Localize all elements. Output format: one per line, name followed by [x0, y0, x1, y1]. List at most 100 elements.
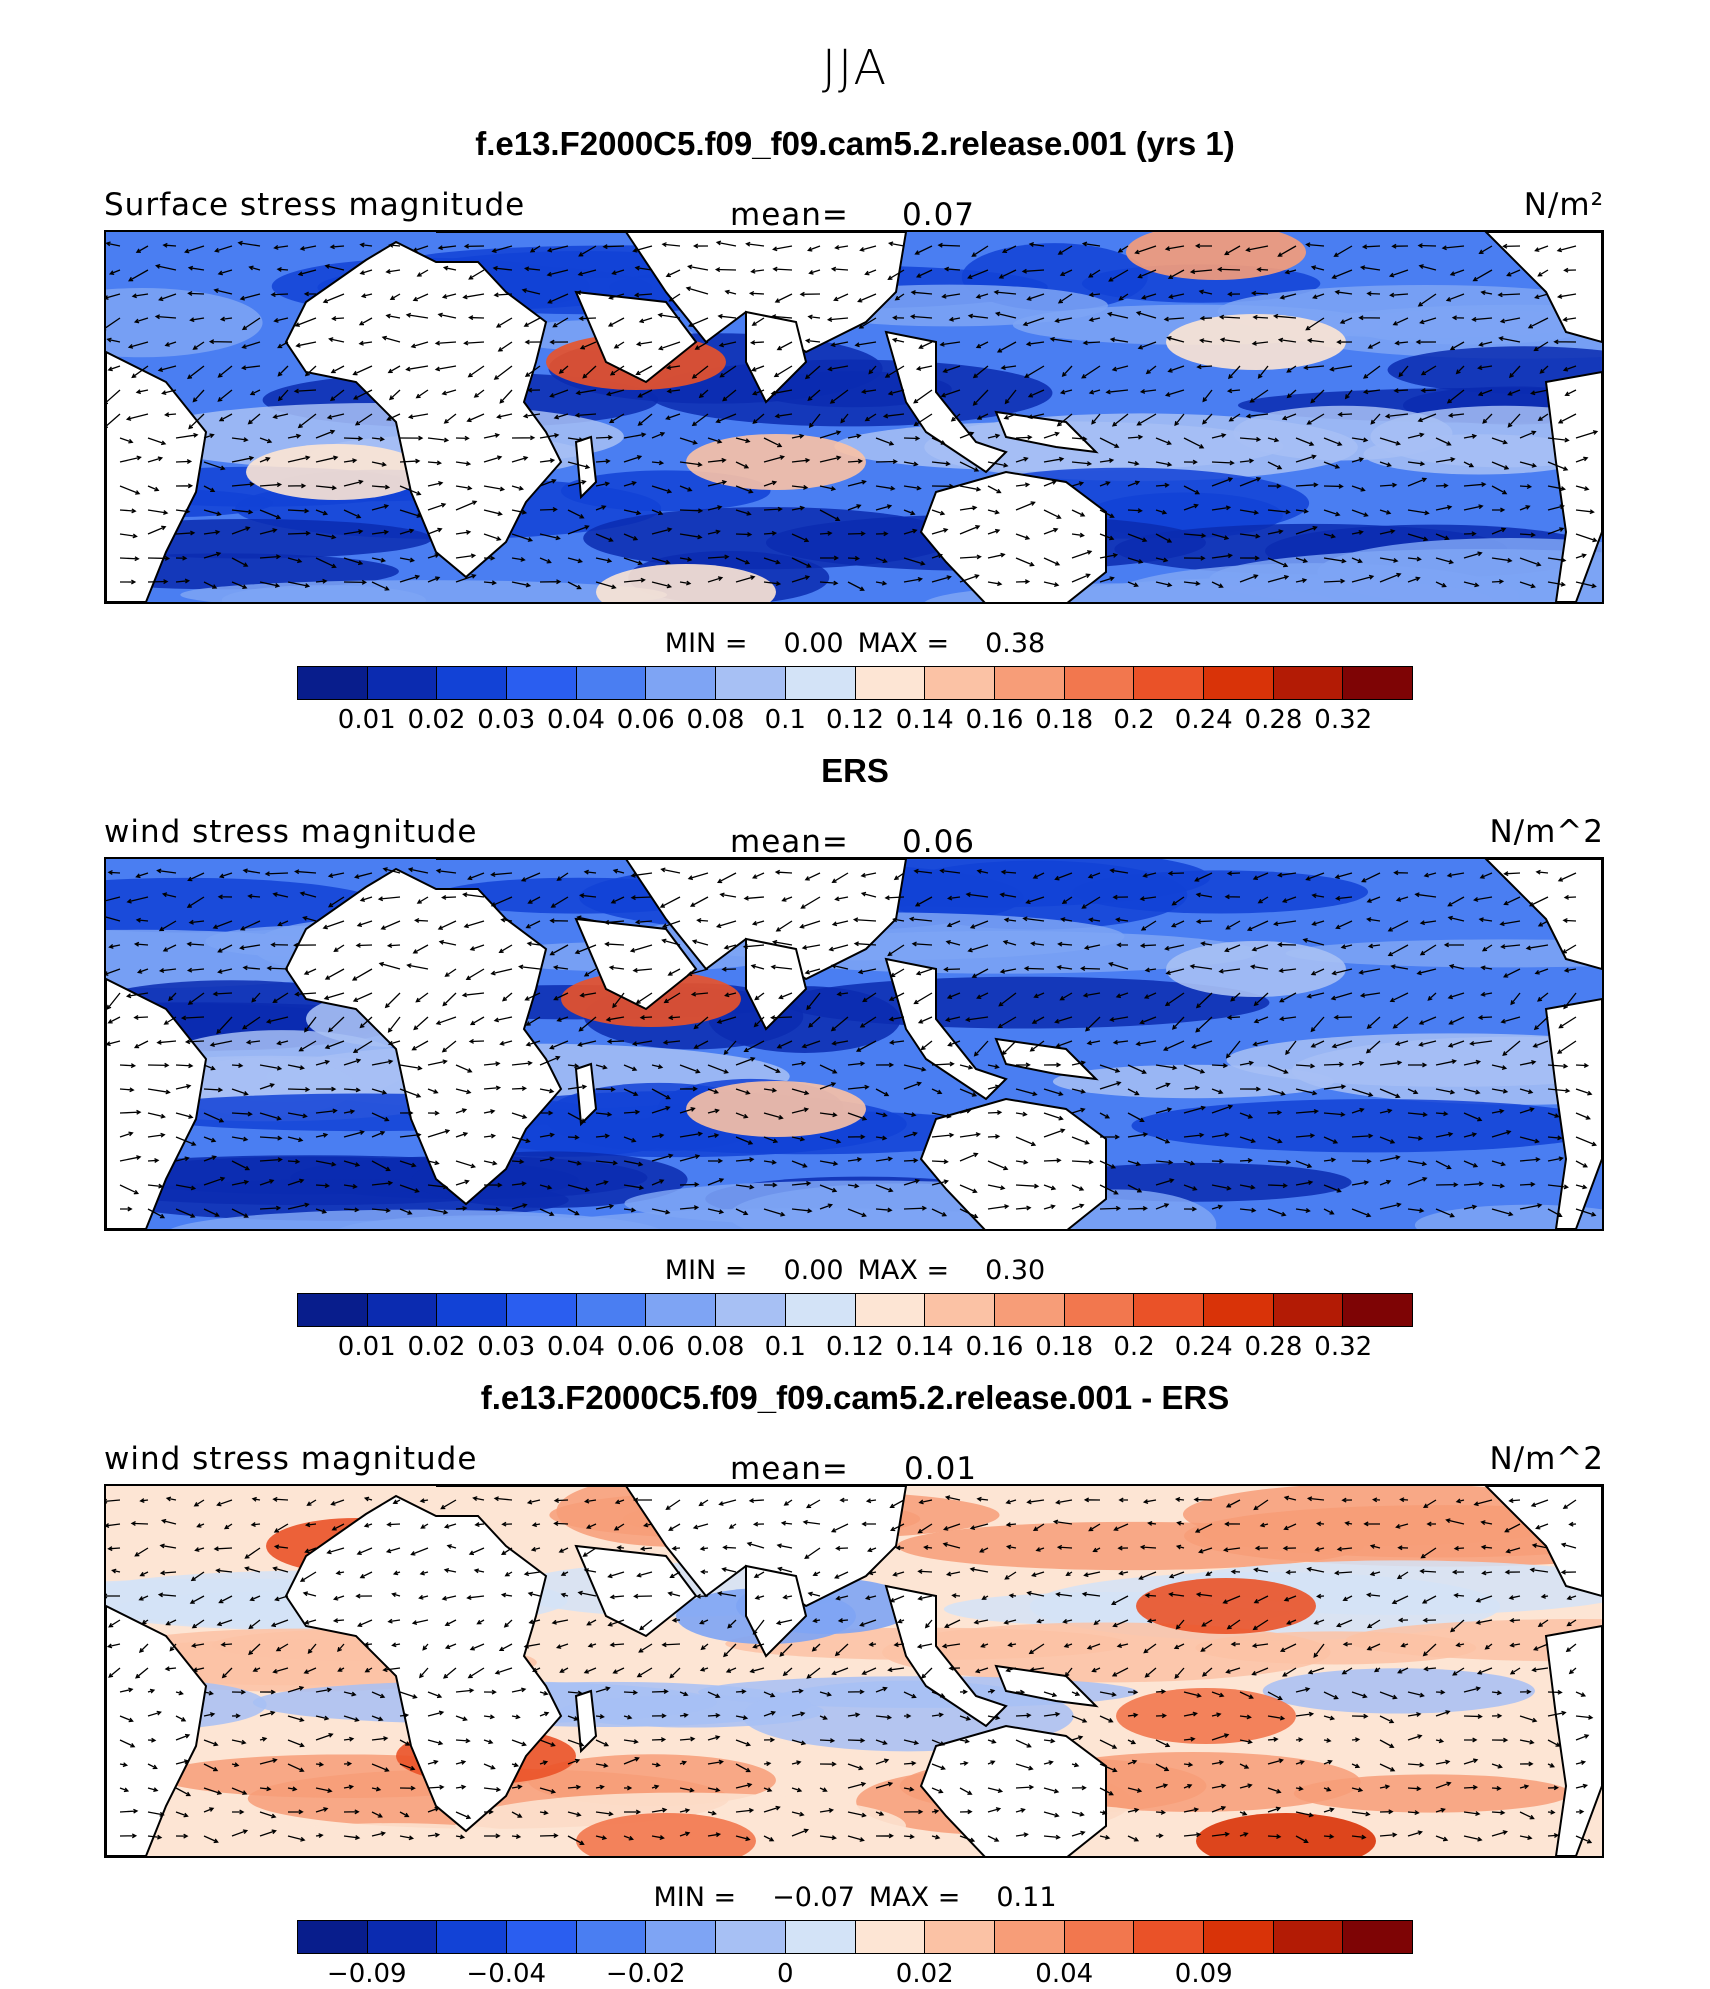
colorbar-swatch	[994, 1921, 1065, 1953]
min-label: MIN =	[664, 628, 748, 659]
max-label: MAX =	[868, 1882, 961, 1913]
min-max-line: MIN = 0.00 MAX = 0.38	[0, 628, 1710, 659]
colorbar-tick-label: 0.14	[895, 1332, 954, 1362]
colorbar-swatch	[1134, 1294, 1204, 1326]
colorbar-swatch	[507, 667, 577, 699]
colorbar-tick-label: −0.02	[605, 1959, 686, 1989]
colorbar-swatch	[1064, 1294, 1135, 1326]
min-max-line: MIN = 0.00 MAX = 0.30	[0, 1255, 1710, 1286]
min-value: 0.00	[783, 628, 844, 659]
colorbar-swatch	[507, 1921, 577, 1953]
colorbar-tick-label: 0.04	[1035, 1959, 1094, 1989]
map-panel-1	[104, 230, 1604, 604]
colorbar-swatch	[855, 667, 926, 699]
colorbar-tick-label: 0.16	[965, 705, 1024, 735]
colorbar-swatch	[507, 1294, 577, 1326]
wind-vectors	[106, 867, 1597, 1219]
colorbar-tick-label: 0.1	[764, 1332, 806, 1362]
colorbar-tick-label: 0.32	[1314, 705, 1373, 735]
colorbar-swatch	[994, 667, 1065, 699]
mean-label: mean=	[730, 1451, 849, 1487]
colorbar	[297, 666, 1413, 700]
colorbar-swatch	[855, 1921, 926, 1953]
field-label: Surface stress magnitude	[104, 187, 526, 223]
land-masses	[106, 859, 1602, 1229]
colorbar-swatch	[646, 667, 717, 699]
colorbar-swatch	[1343, 1294, 1412, 1326]
colorbar-swatch	[925, 1294, 995, 1326]
colorbar-tick-label: 0.04	[547, 1332, 605, 1362]
colorbar-tick-label: 0.03	[477, 1332, 536, 1362]
colorbar-swatch	[1134, 667, 1204, 699]
panel-title: ERS	[821, 752, 889, 789]
colorbar-swatch	[646, 1921, 717, 1953]
colorbar-tick-label: 0.06	[616, 1332, 675, 1362]
land-masses	[106, 1486, 1602, 1856]
colorbar-swatch	[367, 1294, 438, 1326]
colorbar-tick-label: 0.02	[407, 705, 466, 735]
colorbar-tick-label: 0.06	[616, 705, 675, 735]
colorbar-swatch	[716, 667, 786, 699]
field-label: wind stress magnitude	[104, 1441, 478, 1477]
colorbar-swatch	[716, 1921, 786, 1953]
colorbar-swatch	[1273, 1294, 1344, 1326]
colorbar-tick-label: 0.18	[1035, 1332, 1094, 1362]
wind-vectors	[106, 1495, 1594, 1845]
max-value: 0.11	[996, 1882, 1057, 1913]
colorbar-swatch	[925, 667, 995, 699]
colorbar-swatch	[1134, 1921, 1204, 1953]
units-label: N/m²	[1523, 187, 1604, 223]
min-label: MIN =	[653, 1882, 737, 1913]
colorbar-swatch	[437, 667, 508, 699]
colorbar-swatch	[994, 1294, 1065, 1326]
colorbar-tick-label: 0.32	[1314, 1332, 1373, 1362]
colorbar-tick-label: 0.2	[1113, 1332, 1155, 1362]
colorbar-swatch	[1064, 1921, 1135, 1953]
panel-title: f.e13.F2000C5.f09_f09.cam5.2.release.001…	[475, 125, 1235, 162]
colorbar-tick-label: 0.12	[826, 705, 884, 735]
max-label: MAX =	[857, 628, 950, 659]
max-label: MAX =	[857, 1255, 950, 1286]
map-field-3	[106, 1486, 1602, 1856]
colorbar-tick-label: 0.24	[1174, 705, 1233, 735]
colorbar-swatch	[785, 1294, 856, 1326]
colorbar-tick-label: 0.28	[1244, 1332, 1303, 1362]
colorbar	[297, 1293, 1413, 1327]
colorbar-swatch	[1343, 667, 1412, 699]
wind-vectors	[106, 240, 1599, 591]
colorbar-swatch	[1203, 667, 1274, 699]
map-panel-3	[104, 1484, 1604, 1858]
mean-value: 0.06	[902, 824, 976, 860]
panel-title: f.e13.F2000C5.f09_f09.cam5.2.release.001…	[480, 1379, 1230, 1416]
colorbar-tick-label: 0.01	[337, 1332, 396, 1362]
colorbar-swatch	[576, 1921, 647, 1953]
colorbar-tick-label: 0.24	[1174, 1332, 1233, 1362]
colorbar-swatch	[576, 667, 647, 699]
colorbar-swatch	[576, 1294, 647, 1326]
colorbar-swatch	[1203, 1294, 1274, 1326]
colorbar-tick-label: 0.2	[1113, 705, 1155, 735]
colorbar-tick-label: 0.28	[1244, 705, 1303, 735]
colorbar-tick-label: 0.12	[826, 1332, 884, 1362]
colorbar-tick-label: 0.08	[686, 1332, 745, 1362]
colorbar-swatch	[298, 1294, 368, 1326]
units-label: N/m^2	[1489, 1441, 1604, 1477]
colorbar-tick-label: 0.04	[547, 705, 605, 735]
map-field-2	[106, 859, 1602, 1229]
colorbar-tick-label: 0.18	[1035, 705, 1094, 735]
colorbar-tick-label: 0.02	[407, 1332, 466, 1362]
colorbar-swatch	[1343, 1921, 1412, 1953]
colorbar-swatch	[437, 1921, 508, 1953]
colorbar-tick-label: 0.03	[477, 705, 536, 735]
min-max-line: MIN = −0.07 MAX = 0.11	[0, 1882, 1710, 1913]
colorbar-tick-label: 0.16	[965, 1332, 1024, 1362]
colorbar-swatch	[785, 1921, 856, 1953]
colorbar-swatch	[855, 1294, 926, 1326]
min-value: 0.00	[783, 1255, 844, 1286]
colorbar-swatch	[925, 1921, 995, 1953]
land-masses	[106, 232, 1602, 602]
colorbar-tick-label: 0.1	[764, 705, 806, 735]
colorbar-tick-label: 0.09	[1174, 1959, 1233, 1989]
colorbar-swatch	[1273, 667, 1344, 699]
mean-value: 0.01	[904, 1451, 978, 1487]
